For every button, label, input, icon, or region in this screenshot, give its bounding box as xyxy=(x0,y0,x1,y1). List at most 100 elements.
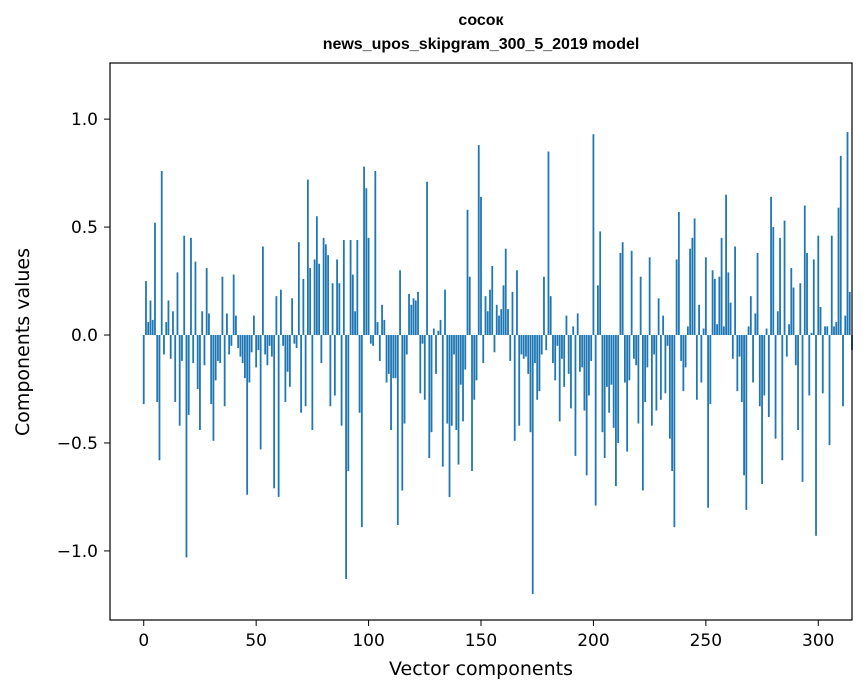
x-tick-label: 50 xyxy=(245,631,267,651)
bar xyxy=(435,335,437,374)
bar xyxy=(318,263,321,336)
bar xyxy=(711,270,714,336)
bar xyxy=(662,315,665,336)
bar xyxy=(691,237,694,336)
bar xyxy=(392,335,395,379)
bar xyxy=(484,296,487,336)
y-axis-label: Components values xyxy=(12,247,34,436)
bar xyxy=(675,259,678,336)
bar xyxy=(412,298,415,336)
bar xyxy=(306,179,309,336)
bar xyxy=(480,196,482,336)
bar xyxy=(232,274,235,336)
bar xyxy=(772,227,775,336)
bar xyxy=(358,335,361,413)
y-tick-label: −1.0 xyxy=(57,542,98,562)
bar xyxy=(279,289,282,336)
bar xyxy=(513,335,516,441)
bar xyxy=(268,335,271,346)
bar xyxy=(570,335,572,409)
bar xyxy=(414,300,417,336)
bar xyxy=(507,309,509,336)
bar xyxy=(747,326,750,336)
bar xyxy=(163,335,165,355)
bar xyxy=(156,335,159,402)
y-axis-ticks: −1.0 −0.5 0.0 0.5 1.0 xyxy=(57,110,110,562)
bar xyxy=(187,335,190,415)
y-tick-label: 0.5 xyxy=(71,218,98,238)
bar xyxy=(828,335,831,446)
bar xyxy=(145,281,147,336)
bar xyxy=(788,324,790,336)
bar xyxy=(601,335,604,433)
bar xyxy=(756,252,759,336)
bar xyxy=(154,222,156,336)
bar xyxy=(432,328,435,336)
bar xyxy=(763,335,766,396)
y-tick-label: −0.5 xyxy=(57,434,98,454)
bar xyxy=(536,335,539,400)
bar xyxy=(194,261,197,336)
bar xyxy=(554,335,557,381)
bar xyxy=(702,328,705,336)
bar xyxy=(698,304,700,336)
bar xyxy=(727,272,730,336)
bar xyxy=(725,194,727,336)
bar xyxy=(421,335,424,344)
bar xyxy=(315,216,318,336)
bar xyxy=(668,335,671,439)
bar xyxy=(824,326,826,336)
bar xyxy=(208,313,210,336)
bar xyxy=(248,335,251,383)
bar xyxy=(738,335,741,357)
bar xyxy=(419,335,422,394)
bar xyxy=(174,335,177,402)
bar xyxy=(621,242,624,336)
bar xyxy=(439,319,442,336)
bar xyxy=(369,335,372,344)
bar xyxy=(405,335,408,355)
bar xyxy=(700,335,703,383)
bar xyxy=(794,335,797,366)
x-tick-label: 300 xyxy=(802,631,834,651)
bar xyxy=(459,335,462,385)
bar xyxy=(322,237,325,336)
bar xyxy=(444,289,446,336)
bar xyxy=(428,335,431,459)
bar xyxy=(333,335,336,396)
bar xyxy=(673,335,676,528)
plot-frame xyxy=(109,62,853,621)
bar xyxy=(846,132,849,336)
bar xyxy=(498,315,500,336)
bar xyxy=(707,335,709,508)
bar xyxy=(342,240,345,336)
bar xyxy=(464,335,467,370)
bar xyxy=(752,335,754,383)
bar xyxy=(522,335,525,359)
bar xyxy=(255,335,258,368)
bar xyxy=(815,335,817,536)
bar xyxy=(217,335,219,361)
bar xyxy=(812,259,815,336)
bar xyxy=(713,278,716,336)
bar xyxy=(223,335,226,407)
bar xyxy=(624,335,626,383)
bar xyxy=(401,335,404,491)
bar xyxy=(142,335,145,405)
bar xyxy=(190,237,192,336)
bar xyxy=(518,335,521,426)
bar xyxy=(372,335,374,346)
bar xyxy=(466,209,469,336)
bar xyxy=(226,313,228,336)
bar xyxy=(686,326,689,336)
bar xyxy=(235,315,237,336)
bar xyxy=(147,322,150,336)
bar xyxy=(606,335,608,387)
bar xyxy=(212,335,215,441)
bar xyxy=(531,335,534,595)
bar xyxy=(781,335,784,461)
bar xyxy=(731,335,734,359)
bar xyxy=(257,335,260,351)
bar xyxy=(214,335,217,381)
